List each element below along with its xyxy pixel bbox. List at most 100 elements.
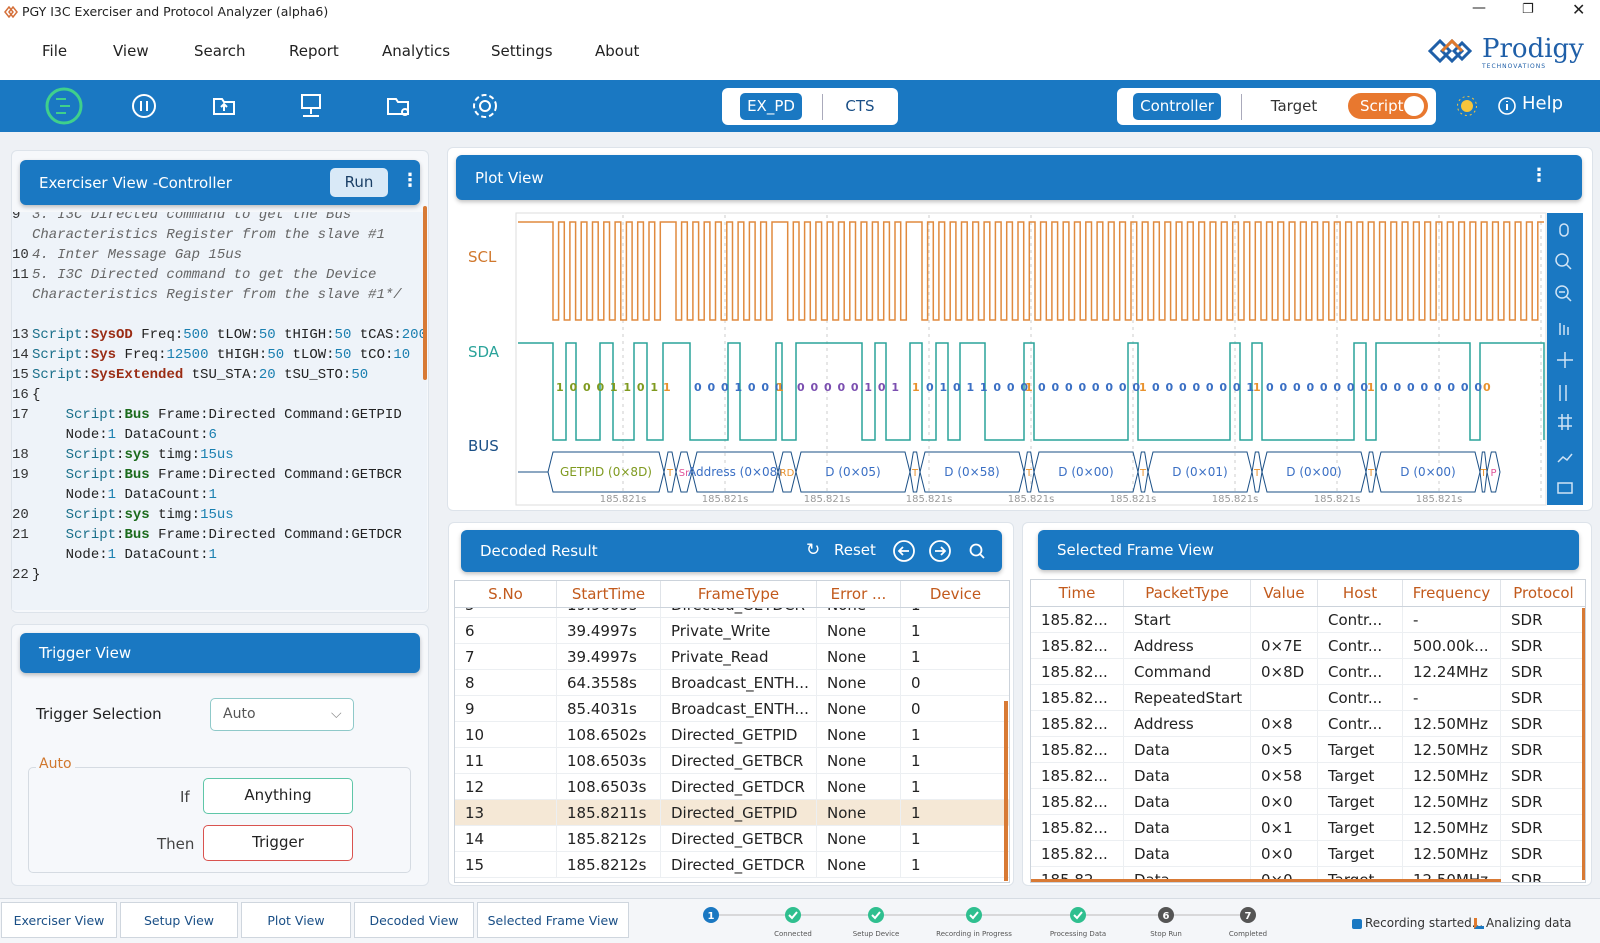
minimize[interactable]: —: [1472, 0, 1486, 16]
sda-bits: 1: [1253, 381, 1262, 394]
sda-bits: 0 1 0 1 1 0 0 0: [926, 381, 1029, 394]
mode-button[interactable]: EX_PD: [740, 93, 802, 120]
cell: None: [817, 722, 901, 748]
cell: 0×8D: [1251, 659, 1318, 685]
cell: None: [817, 774, 901, 800]
line-number: 9: [12, 212, 21, 223]
menu-item[interactable]: Analytics: [382, 42, 451, 60]
code-line: Script:SysExtended tSU_STA:20 tSU_STO:50: [32, 367, 369, 383]
scrollbar: [423, 206, 427, 380]
code-editor[interactable]: 9 3. I3C Directed command to get the Bus C…: [12, 212, 427, 610]
cell: 185.82...: [1031, 633, 1124, 659]
cell: None: [817, 748, 901, 774]
column-header: Frequency: [1403, 580, 1501, 606]
cell: 12.50MHz: [1403, 737, 1501, 763]
row-rule: [455, 643, 1009, 644]
cell: Start: [1124, 607, 1251, 633]
cell: 185.82...: [1031, 659, 1124, 685]
bus-label: D (0×00): [1058, 465, 1113, 479]
cell: 10: [455, 722, 557, 748]
step-number: 6: [1163, 911, 1170, 922]
close[interactable]: ✕: [1572, 0, 1586, 19]
step-circle: [785, 907, 801, 923]
step-label: Processing Data: [1050, 930, 1106, 938]
cell: Directed_GETDCR: [661, 608, 817, 618]
cell: 108.6502s: [557, 722, 661, 748]
cell: 12.50MHz: [1403, 789, 1501, 815]
sda-bits: 0 0 0 0 0 0 0 0: [1266, 381, 1369, 394]
maximize[interactable]: ❐: [1522, 2, 1534, 17]
cell: 185.8212s: [557, 852, 661, 878]
menu-dots[interactable]: ⋮: [401, 170, 419, 191]
row-rule: [455, 851, 1009, 852]
menu-item[interactable]: Search: [194, 42, 246, 60]
line-number: 20: [12, 507, 29, 523]
row-rule: [1031, 658, 1585, 659]
menu-item[interactable]: Report: [289, 42, 339, 60]
plot-header: Plot View ⋮: [456, 155, 1582, 200]
line-number: 18: [12, 447, 29, 463]
column-header: FrameType: [661, 581, 817, 607]
bus-label: D (0×00): [1286, 465, 1341, 479]
bottom-tab[interactable]: Plot View: [241, 902, 351, 938]
menu-item[interactable]: View: [113, 42, 149, 60]
menu-item[interactable]: File: [42, 42, 68, 60]
frame-title: Selected Frame View: [1057, 541, 1214, 559]
bus-label: T: [1139, 468, 1147, 479]
bottom-tab[interactable]: Decoded View: [354, 902, 474, 938]
code-line: Script:Bus Frame:Directed Command:GETPID: [65, 407, 402, 423]
run-button[interactable]: Run: [330, 168, 388, 197]
nav-icons[interactable]: [893, 540, 1003, 562]
reset-button[interactable]: Reset: [834, 541, 876, 559]
help[interactable]: Help: [1522, 93, 1564, 114]
line-number: 21: [12, 527, 29, 543]
bottom-tab[interactable]: Selected Frame View: [477, 902, 629, 938]
cell: 64.3558s: [557, 670, 661, 696]
menu-item[interactable]: About: [595, 42, 640, 60]
menu-item[interactable]: Settings: [491, 42, 553, 60]
code-line: Script:Bus Frame:Directed Command:GETDCR: [65, 527, 402, 543]
cell: None: [817, 826, 901, 852]
column-header: StartTime: [557, 581, 661, 607]
cell: 14: [455, 826, 557, 852]
role-button[interactable]: Controller: [1133, 93, 1221, 120]
role-button[interactable]: Target: [1270, 97, 1318, 115]
cell: 1: [901, 608, 1009, 618]
cell: -: [1403, 607, 1501, 633]
column-header: Host: [1318, 580, 1403, 606]
bottom-tab[interactable]: Exerciser View: [1, 902, 117, 938]
cell: Target: [1318, 841, 1403, 867]
auto-group-label: Auto: [36, 756, 75, 772]
cell: 185.82...: [1031, 685, 1124, 711]
cell: 108.6503s: [557, 748, 661, 774]
time-label: 185.821s: [600, 494, 647, 505]
channel-label: SCL: [468, 248, 497, 266]
script-toggle[interactable]: Script: [1348, 93, 1428, 119]
if-label: If: [180, 788, 190, 806]
decoded-header: Decoded Result ↻ Reset: [461, 530, 1002, 572]
column-header: Value: [1251, 580, 1318, 606]
then-value[interactable]: Trigger: [203, 825, 353, 861]
cell: Data: [1124, 841, 1251, 867]
step-circle: [966, 907, 982, 923]
code-line: }: [32, 567, 41, 583]
step-circle: [868, 907, 884, 923]
auto-group: [28, 767, 411, 873]
trigger-select[interactable]: Auto ⌵: [210, 698, 354, 731]
if-value[interactable]: Anything: [203, 778, 353, 814]
mode-button[interactable]: CTS: [845, 97, 875, 115]
toolbar-icons: [45, 87, 497, 125]
cell: 15: [455, 852, 557, 878]
cell: [1251, 685, 1318, 711]
menu-dots[interactable]: ⋮: [1530, 165, 1548, 186]
cell: 9: [455, 696, 557, 722]
sda-wave: [518, 342, 1545, 441]
theme-icon[interactable]: [1456, 95, 1478, 117]
sda-bits: 0 0 0 0 0 1 0 1: [797, 381, 900, 394]
decoded-title: Decoded Result: [480, 542, 598, 560]
code-line: Node:1 DataCount:1: [65, 547, 217, 563]
bottom-tab[interactable]: Setup View: [120, 902, 238, 938]
row-rule: [455, 721, 1009, 722]
